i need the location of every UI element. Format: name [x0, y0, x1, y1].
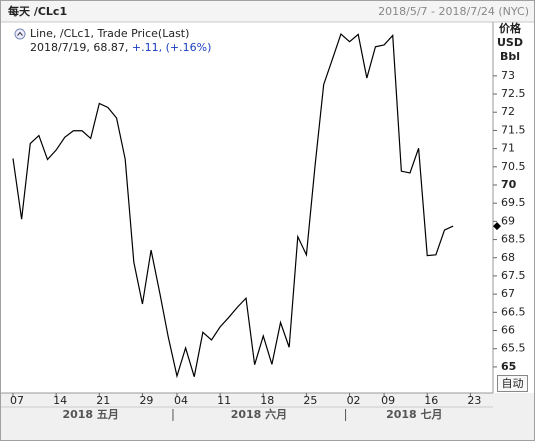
quote-change-pct: (+.16%) — [166, 41, 212, 54]
y-tick-label: 69 — [501, 214, 515, 227]
x-tick-label: 14 — [53, 394, 67, 407]
x-tick-label: 23 — [467, 394, 481, 407]
y-tick-label: 72.5 — [501, 87, 526, 100]
x-tick-label: 09 — [381, 394, 395, 407]
legend-quote: 2018/7/19, 68.87, +.11, (+.16%) — [30, 41, 211, 54]
separator: , — [159, 41, 166, 54]
separator: , — [86, 41, 93, 54]
y-tick-label: 67 — [501, 287, 515, 300]
legend-entry: Line, /CLc1, Trade Price(Last) — [30, 27, 189, 40]
y-tick-label: 71.5 — [501, 123, 526, 136]
month-label: 2018 五月 — [62, 408, 118, 421]
button-label[interactable]: 自动 — [502, 377, 524, 390]
separator: , — [125, 41, 132, 54]
y-tick-label: 70.5 — [501, 160, 526, 173]
chart-title: 每天 /CLc1 — [8, 4, 67, 18]
auto-button[interactable]: 自动 — [497, 375, 528, 392]
x-tick-label: 29 — [139, 394, 153, 407]
y-tick-label: 66.5 — [501, 305, 526, 318]
x-axis-band — [1, 393, 534, 440]
y-axis-label: Bbl — [500, 50, 520, 63]
y-tick-label: 68.5 — [501, 233, 526, 246]
x-tick-label: 25 — [303, 394, 317, 407]
y-tick-label: 72 — [501, 105, 515, 118]
y-tick-label: 68 — [501, 251, 515, 264]
x-tick-label: 11 — [217, 394, 231, 407]
y-tick-label: 73 — [501, 69, 515, 82]
price-line — [12, 32, 454, 379]
last-price-marker — [493, 222, 501, 231]
y-axis-label: USD — [497, 36, 523, 49]
y-tick-label: 70 — [501, 178, 517, 191]
y-axis-label: 价格 — [499, 21, 522, 35]
y-tick-label: 71 — [501, 142, 515, 155]
x-tick-label: 21 — [96, 394, 110, 407]
x-tick-label: 02 — [347, 394, 361, 407]
y-tick-label: 65 — [501, 360, 516, 373]
x-tick-label: 07 — [10, 394, 24, 407]
legend-collapse-icon[interactable] — [14, 28, 26, 40]
y-tick-label: 66 — [501, 324, 515, 337]
month-label: 2018 七月 — [386, 407, 442, 421]
legend-collapse-arrow — [17, 31, 23, 36]
y-tick-label: 67.5 — [501, 269, 526, 282]
title-bar — [1, 1, 534, 22]
x-tick-label: 04 — [174, 394, 188, 407]
button-box[interactable] — [497, 375, 528, 392]
y-tick-label: 65.5 — [501, 342, 526, 355]
x-tick-label: 18 — [260, 394, 274, 407]
chart-subtitle: 2018/5/7 - 2018/7/24 (NYC) — [378, 5, 529, 18]
month-label: 2018 六月 — [231, 407, 287, 421]
y-tick-label: 69.5 — [501, 196, 526, 209]
x-tick-label: 16 — [424, 394, 438, 407]
quote-date: 2018/7/19 — [30, 41, 86, 54]
quote-change: +.11 — [132, 41, 159, 54]
quote-value: 68.87 — [93, 41, 125, 54]
